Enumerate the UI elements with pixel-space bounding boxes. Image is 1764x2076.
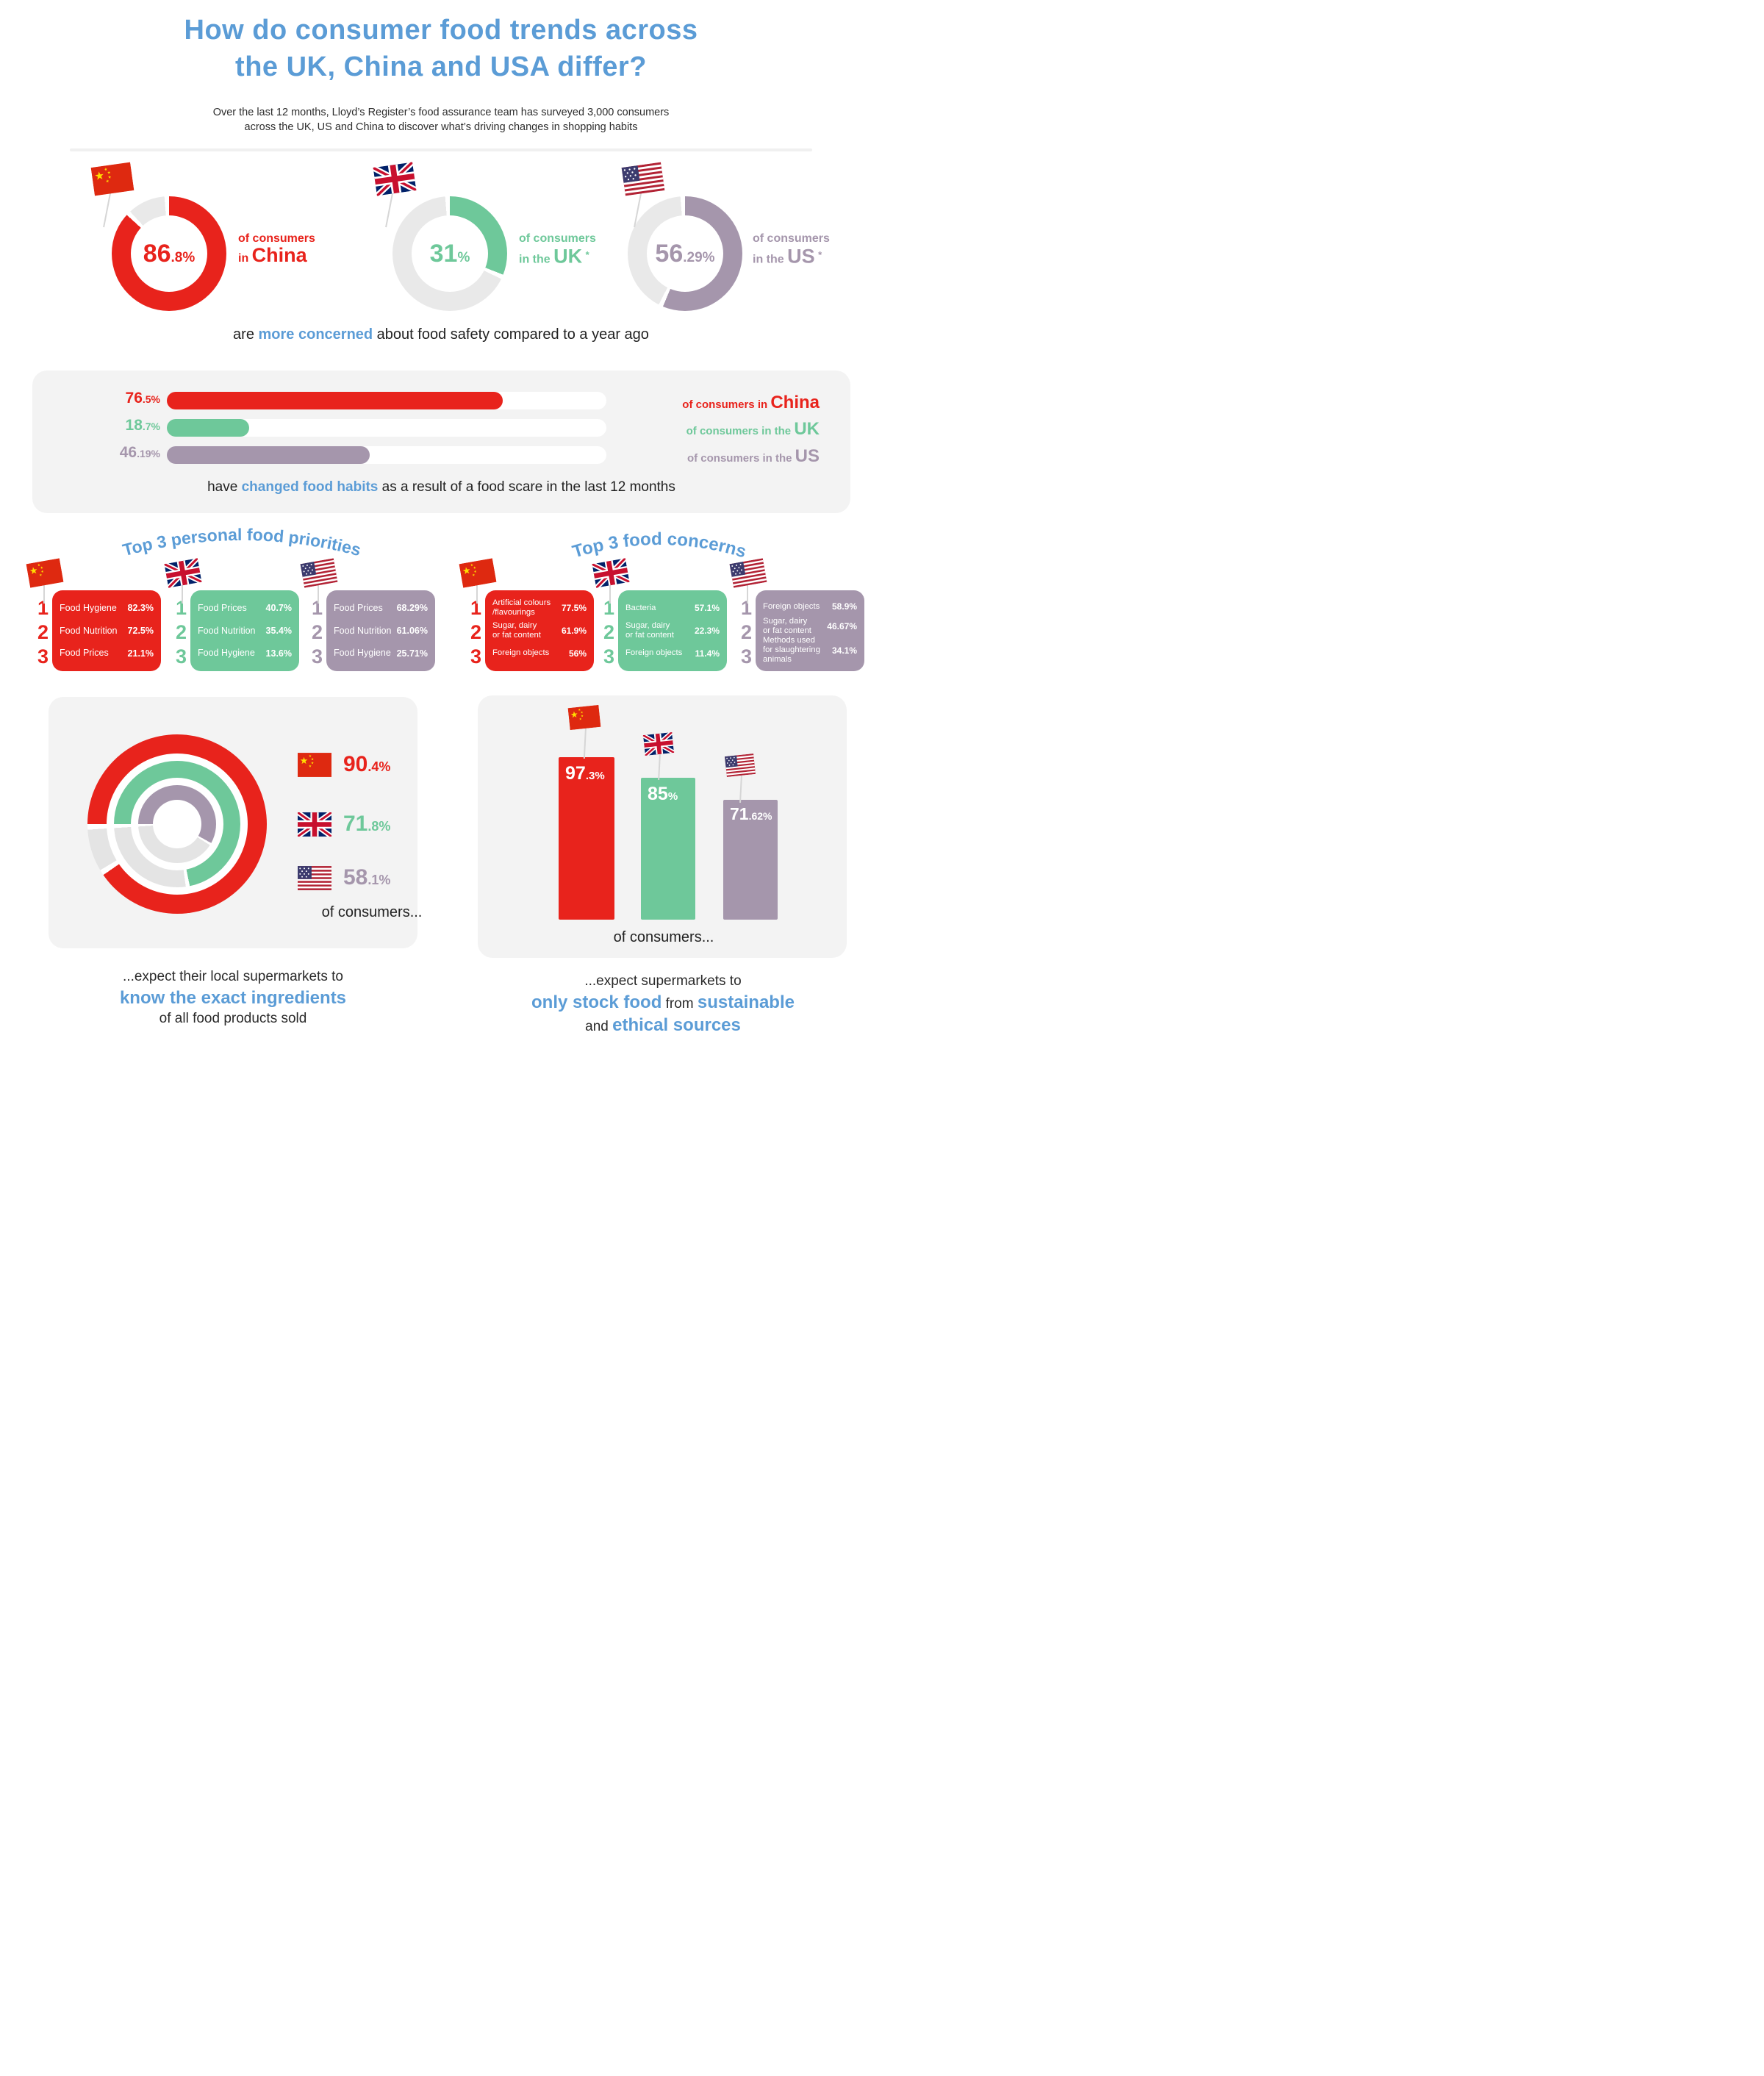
china-flag-icon [567,704,601,731]
habit-bar-uk [167,418,249,437]
donut-chart-us: 56.29% [628,196,742,311]
flagpole [43,580,45,604]
stock-panel: 97.3% 85% 71.62% of consumers... [478,695,847,958]
svg-text:Top 3 food concerns: Top 3 food concerns [570,529,749,562]
habits-caption: have changed food habits as a result of … [207,479,675,495]
rank-number: 2 [175,621,187,643]
us-flag-icon [300,558,338,588]
priorities-card-china: 1 2 3 Food Hygiene 82.3% Food Nutrition 72… [26,558,162,673]
flagpole [103,189,112,228]
divider [70,148,812,151]
flagpole [583,727,587,759]
rank-number: 3 [740,645,753,667]
rank-number: 1 [311,597,323,619]
concerns-heading: Top 3 food concerns [570,529,749,562]
china-flag-icon [459,558,497,588]
uk-flag-icon [592,558,629,587]
us-flag-icon [621,162,665,196]
rank-number: 2 [311,621,323,643]
rank-number: 2 [37,621,49,643]
flagpole [739,774,742,803]
uk-flag-icon [373,162,417,196]
flagpole [318,580,319,604]
flagpole [658,753,661,781]
habit-pct-uk: 18.7% [125,417,160,434]
us-flag-icon [298,865,331,890]
habit-label-china: of consumers in China [682,393,820,412]
rank-number: 2 [603,621,615,643]
habit-bar-track [167,392,606,409]
china-flag-icon [90,162,135,196]
stock-caption: ...expect supermarkets to only stock foo… [531,973,795,1035]
habit-pct-us: 46.19% [119,444,160,461]
stock-bar-uk: 85% [641,778,695,920]
rank-number: 1 [37,597,49,619]
rank-number: 1 [603,597,615,619]
rank-number: 1 [175,597,187,619]
priorities-heading: Top 3 personal food priorities [121,525,363,559]
rank-number: 3 [470,645,482,667]
donut-tagline: are more concerned about food safety com… [233,326,649,343]
donut-label-us: of consumers in the US * [753,232,830,268]
uk-flag-icon [298,812,331,837]
donut-chart-uk: 31% [392,196,507,311]
changed-habits-panel: 76.5% of consumers in China 18.7% of con… [32,371,850,513]
habit-bar-us [167,446,370,464]
page-title: How do consumer food trends across the UK… [184,15,698,82]
habit-label-uk: of consumers in the UK [686,419,820,439]
habit-label-us: of consumers in the US [686,446,820,466]
concerns-card-china: 1 2 3 Artificial colours /flavourings 77.… [459,558,595,673]
priorities-card-us: 1 2 3 Food Prices 68.29% Food Nutrition 61… [300,558,436,673]
legend-row-us: 58.1% [298,865,390,890]
rank-number: 3 [37,645,49,667]
stock-note: of consumers... [613,929,714,945]
svg-text:Top 3 personal food priorities: Top 3 personal food priorities [121,525,363,559]
flagpole [609,580,611,604]
uk-flag-icon [643,732,675,756]
flagpole [385,189,394,228]
ingredients-panel: 90.4% 71.8% 58.1% of consumers... [49,697,422,948]
page-subtitle: Over the last 12 months, Lloyd’s Registe… [212,107,670,133]
stock-bar-china: 97.3% [559,757,614,920]
concerns-card-uk: 1 2 3 Bacteria 57.1% Sugar, dairy or fat … [603,590,728,673]
stock-bar-us: 71.62% [723,800,778,920]
rank-number: 1 [740,597,753,619]
rank-number: 2 [740,621,753,643]
habit-bar-track [167,418,606,437]
habit-bar-track [167,446,606,464]
rank-number: 1 [470,597,482,619]
habit-pct-china: 76.5% [125,390,160,407]
flagpole [747,580,748,604]
ingredients-caption: ...expect their local supermarkets to kn… [119,969,347,1026]
concerns-card-us: 1 2 3 Foreign objects 58.9% Sugar, dairy … [729,558,865,673]
ingredients-note: of consumers... [321,904,423,920]
china-flag-icon [26,558,64,588]
flagpole [476,580,478,604]
china-flag-icon [298,752,331,777]
infographic-page: How do consumer food trends across the UK… [0,0,882,1038]
donut-label-uk: of consumers in the UK * [519,232,596,268]
legend-row-uk: 71.8% [298,812,390,837]
priorities-card-uk: 1 2 3 Food Prices 40.7% Food Nutrition 35.… [175,590,300,673]
us-flag-icon [725,754,756,777]
rank-number: 3 [311,645,323,667]
donut-label-china: of consumers in China [238,232,315,266]
uk-flag-icon [164,558,201,587]
us-flag-icon [729,558,767,588]
flagpole [182,580,183,604]
rank-number: 3 [603,645,615,667]
donut-chart-china: 86.8% [112,196,226,311]
legend-row-china: 90.4% [298,752,390,777]
habit-bar-china [167,392,503,409]
rank-number: 2 [470,621,482,643]
rank-number: 3 [175,645,187,667]
